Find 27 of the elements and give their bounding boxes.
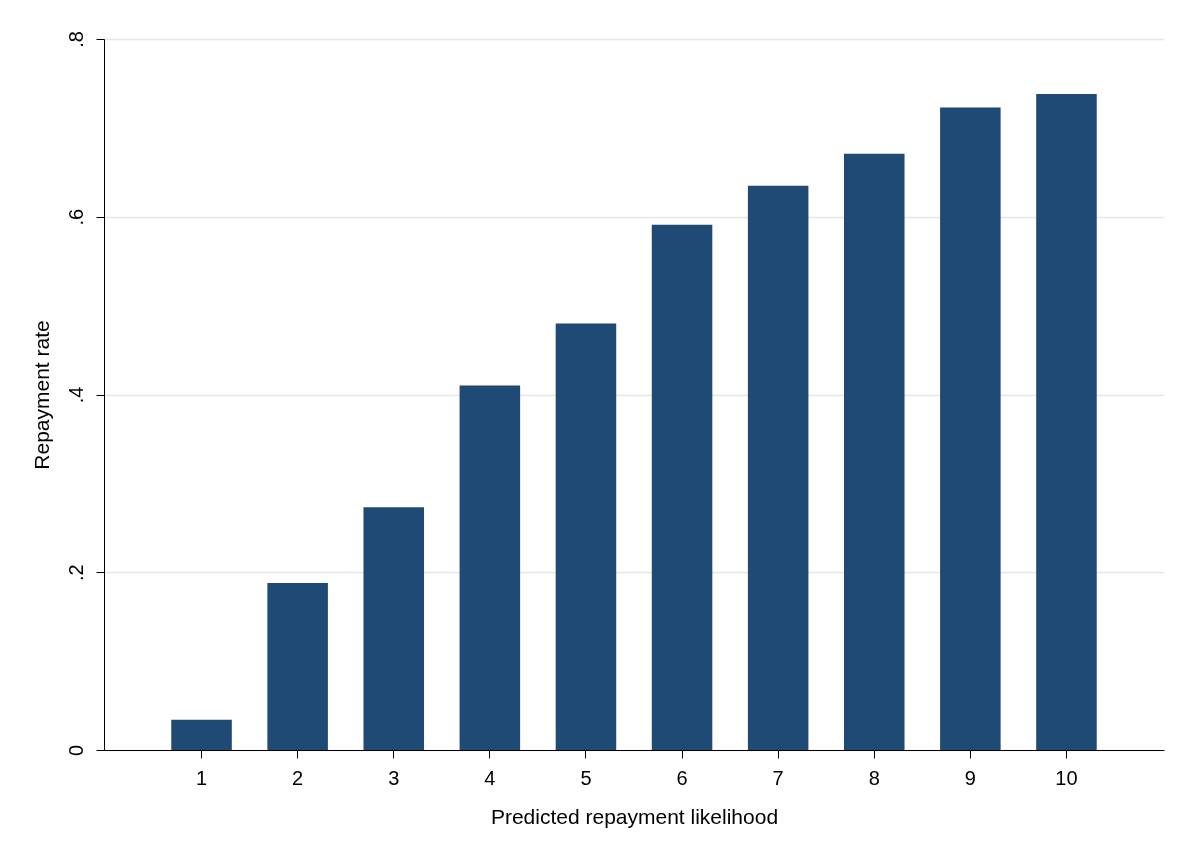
x-tick-label: 7 — [772, 766, 784, 789]
y-tick-label: .4 — [64, 386, 87, 404]
x-tick-label: 2 — [292, 766, 304, 789]
x-tick-label: 10 — [1055, 766, 1078, 789]
x-tick-label: 1 — [195, 766, 208, 789]
bar — [459, 385, 521, 750]
bar — [747, 185, 809, 750]
bar — [171, 719, 232, 750]
x-tick-label: 3 — [388, 766, 400, 789]
bar — [267, 582, 328, 750]
bar — [651, 224, 713, 750]
bar — [940, 107, 1001, 750]
x-tick-label: 9 — [964, 766, 976, 789]
x-axis-title: Predicted repayment likelihood — [490, 804, 779, 828]
x-tick-label: 5 — [580, 766, 592, 789]
bar — [363, 507, 425, 750]
y-tick-label: .8 — [64, 31, 87, 48]
x-tick-label: 6 — [676, 766, 688, 789]
y-tick-label: .6 — [64, 208, 87, 226]
y-tick-label: .2 — [64, 564, 87, 582]
bar — [555, 323, 617, 750]
bar — [1036, 94, 1097, 750]
x-tick-label: 8 — [868, 766, 880, 789]
bar — [843, 153, 905, 750]
x-tick-label: 4 — [484, 766, 496, 789]
y-axis-title: Repayment rate — [29, 320, 53, 470]
y-tick-label: 0 — [64, 744, 87, 757]
